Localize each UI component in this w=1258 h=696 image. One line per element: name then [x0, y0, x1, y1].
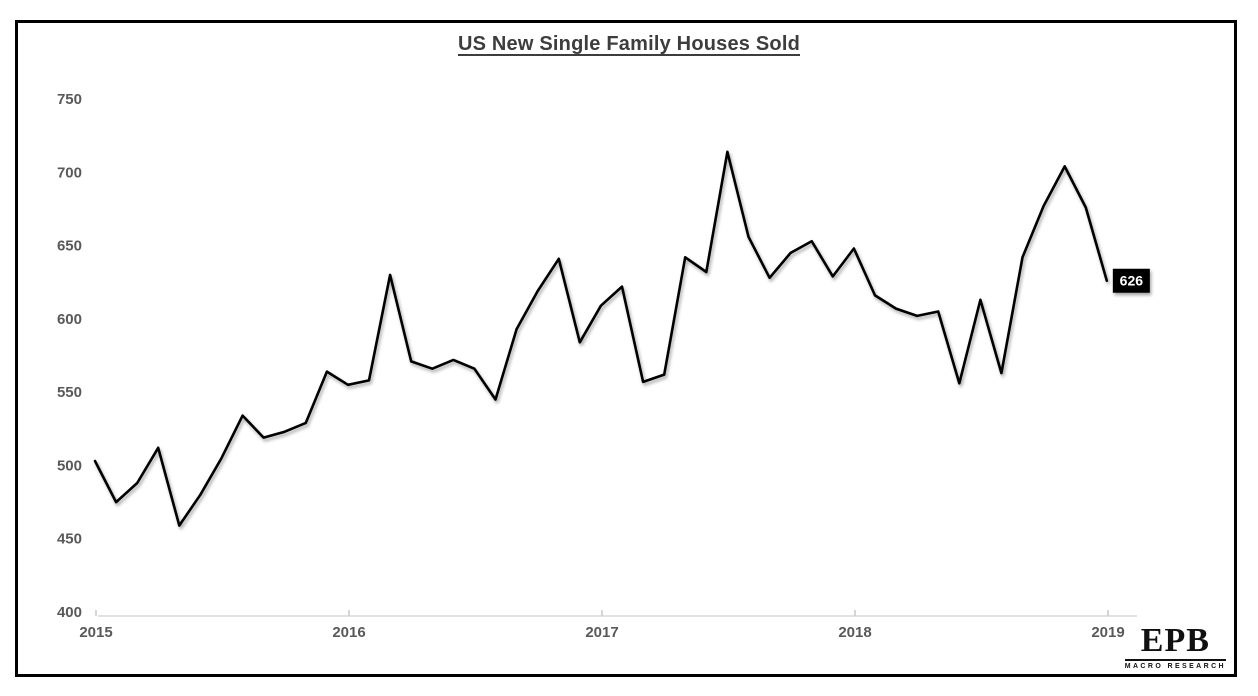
y-axis-label: 600 [57, 311, 82, 328]
epb-logo: EPB MACRO RESEARCH [1124, 624, 1226, 670]
epb-logo-text: EPB [1124, 624, 1226, 661]
y-axis-label: 550 [57, 384, 82, 401]
data-series [93, 150, 1109, 527]
end-value-label: 626 [1112, 268, 1150, 293]
epb-logo-subtext: MACRO RESEARCH [1124, 663, 1226, 670]
x-axis-label: 2016 [332, 624, 365, 641]
x-axis-label: 2015 [79, 624, 112, 641]
y-axis-label: 700 [57, 164, 82, 181]
y-axis-label: 450 [57, 531, 82, 548]
y-axis-label: 750 [57, 91, 82, 108]
end-label-value: 626 [1120, 273, 1144, 289]
x-axis-label: 2018 [838, 624, 871, 641]
y-axis-label: 400 [57, 604, 82, 621]
end-label-box [1112, 268, 1150, 293]
houses-sold-line [93, 150, 1109, 527]
x-axis-label: 2019 [1091, 624, 1124, 641]
x-axis-label: 2017 [585, 624, 618, 641]
y-axis-label: 650 [57, 238, 82, 255]
chart-title: US New Single Family Houses Sold [457, 33, 801, 55]
chart-frame-border [15, 20, 1237, 677]
y-axis-label: 500 [57, 457, 82, 474]
axes: 2015 2016 2017 2018 2019 750 700 650 600 550 500 45… [57, 91, 1137, 641]
